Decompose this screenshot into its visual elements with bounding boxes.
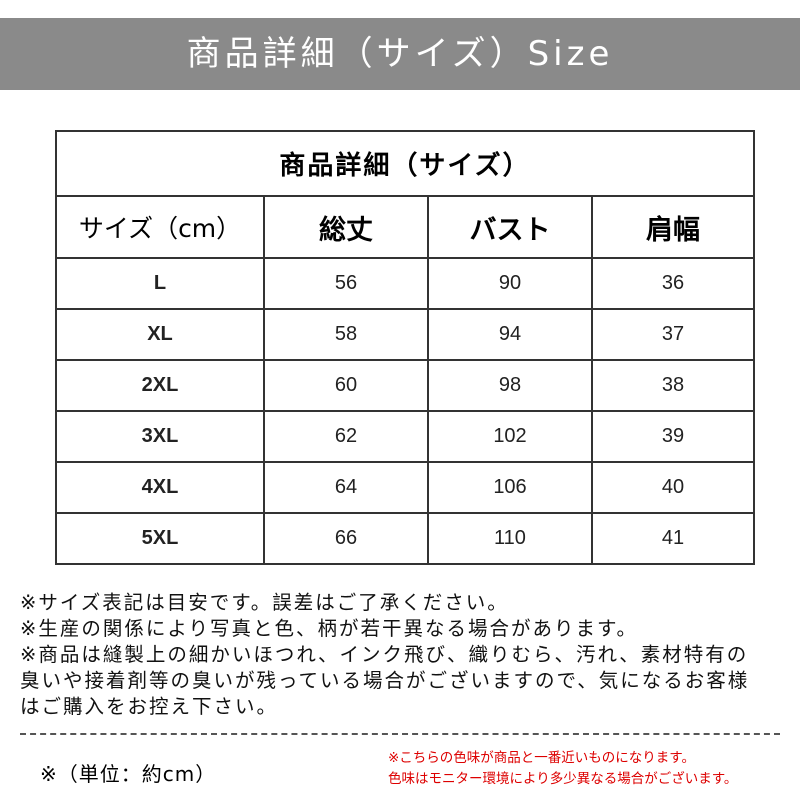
color-note: 色味はモニター環境により多少異なる場合がございます。 bbox=[388, 771, 738, 787]
table-cell: 98 bbox=[427, 359, 593, 412]
table-cell: 58 bbox=[263, 308, 429, 361]
header-row: サイズ（cm） 総丈 バスト 肩幅 bbox=[55, 195, 756, 259]
color-note: ※こちらの色味が商品と一番近いものになります。 bbox=[388, 750, 695, 766]
table-row: 3XL 62 102 39 bbox=[55, 410, 756, 463]
table-cell: 94 bbox=[427, 308, 593, 361]
column-header: バスト bbox=[427, 195, 593, 259]
table-cell: 36 bbox=[590, 257, 756, 310]
table-cell: 39 bbox=[590, 410, 756, 463]
note-line: 臭いや接着剤等の臭いが残っている場合がございますので、気になるお客様 bbox=[20, 669, 750, 692]
table-cell: 60 bbox=[263, 359, 429, 412]
table-cell: 110 bbox=[427, 512, 593, 565]
table-cell: 66 bbox=[263, 512, 429, 565]
table-cell: 106 bbox=[427, 461, 593, 514]
table-cell: 41 bbox=[590, 512, 756, 565]
table-cell: 37 bbox=[590, 308, 756, 361]
note-line: ※商品は縫製上の細かいほつれ、インク飛び、織りむら、汚れ、素材特有の bbox=[20, 643, 749, 666]
table-row: 5XL 66 110 41 bbox=[55, 512, 756, 565]
table-cell: 102 bbox=[427, 410, 593, 463]
table-cell: 56 bbox=[263, 257, 429, 310]
table-cell: 64 bbox=[263, 461, 429, 514]
table-cell: 3XL bbox=[55, 410, 265, 463]
table-cell: XL bbox=[55, 308, 265, 361]
table-cell: L bbox=[55, 257, 265, 310]
table-cell: 38 bbox=[590, 359, 756, 412]
table-cell: 62 bbox=[263, 410, 429, 463]
table-cell: 40 bbox=[590, 461, 756, 514]
unit-note: ※（単位：約cm） bbox=[40, 762, 217, 786]
table-cell: 2XL bbox=[55, 359, 265, 412]
note-line: ※サイズ表記は目安です。誤差はご了承ください。 bbox=[20, 591, 509, 614]
column-header: 肩幅 bbox=[590, 195, 756, 259]
size-table: 商品詳細（サイズ） サイズ（cm） 総丈 バスト 肩幅 L 56 90 36 XL 58 94 37… bbox=[54, 130, 756, 565]
divider bbox=[20, 733, 780, 735]
table-row: 4XL 64 106 40 bbox=[55, 461, 756, 514]
banner-title: 商品詳細（サイズ）Size bbox=[0, 18, 800, 90]
table-cell: 5XL bbox=[55, 512, 265, 565]
table-cell: 4XL bbox=[55, 461, 265, 514]
notes: ※サイズ表記は目安です。誤差はご了承ください。 ※生産の関係により写真と色、柄が若… bbox=[20, 590, 749, 720]
table-row: 2XL 60 98 38 bbox=[55, 359, 756, 412]
table-title: 商品詳細（サイズ） bbox=[54, 130, 756, 197]
color-notes: ※こちらの色味が商品と一番近いものになります。色味はモニター環境により多少異なる… bbox=[388, 748, 737, 790]
table-cell: 90 bbox=[427, 257, 593, 310]
table-row: L 56 90 36 bbox=[55, 257, 756, 310]
column-header: サイズ（cm） bbox=[55, 195, 265, 259]
note-line: はご購入をお控え下さい。 bbox=[20, 695, 279, 718]
table-row: XL 58 94 37 bbox=[55, 308, 756, 361]
table-body: L 56 90 36 XL 58 94 37 2XL 60 98 38 3XL 62 102 39 4XL 64 1… bbox=[55, 257, 756, 565]
note-line: ※生産の関係により写真と色、柄が若干異なる場合があります。 bbox=[20, 617, 638, 640]
column-header: 総丈 bbox=[263, 195, 429, 259]
